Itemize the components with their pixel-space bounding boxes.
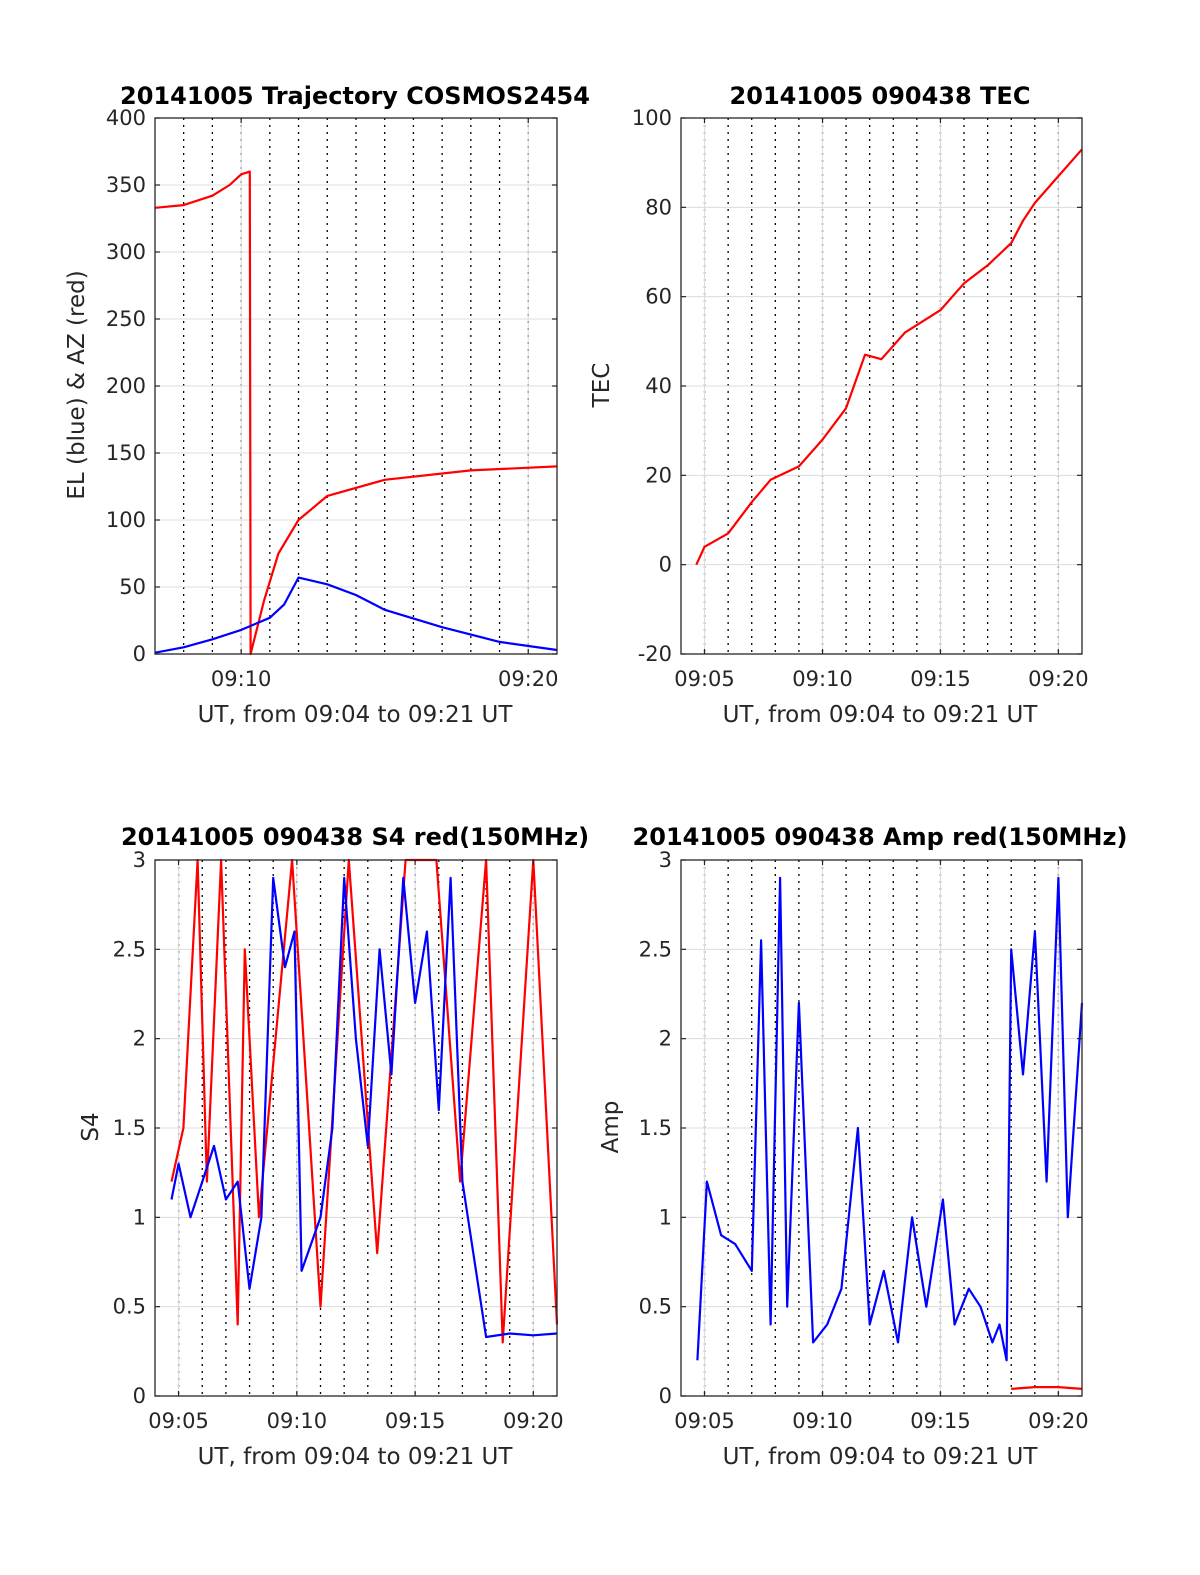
trajectory-y-tick-label: 0 [133, 642, 146, 666]
tec-y-tick-label: 40 [645, 374, 672, 398]
tec-plot-area [681, 117, 1083, 655]
tec-title: 20141005 090438 TEC [730, 82, 1031, 110]
tec-x-tick-label: 09:05 [674, 667, 735, 691]
trajectory-plot-area [154, 117, 558, 656]
trajectory-y-tick-label: 300 [106, 240, 146, 264]
tec-y-tick-label: 60 [645, 285, 672, 309]
trajectory-series-0-line [154, 170, 558, 656]
s4-x-axis-label: UT, from 09:04 to 09:21 UT [198, 1444, 514, 1470]
amp-y-tick-label: 0.5 [639, 1295, 672, 1319]
tec-y-axis-label: TEC [589, 363, 615, 409]
s4-y-tick-label: 1.5 [113, 1116, 146, 1140]
s4-series-1-line [170, 876, 558, 1339]
amp-x-tick-label: 09:15 [910, 1409, 971, 1433]
tec-y-tick-label: 100 [632, 106, 672, 130]
amp-panel: 20141005 090438 Amp red(150MHz) UT, from… [598, 823, 1127, 1470]
amp-y-tick-label: 1.5 [639, 1116, 672, 1140]
amp-y-tick-label: 1 [659, 1205, 672, 1229]
trajectory-y-tick-label: 400 [106, 106, 146, 130]
tec-series-0-line [695, 148, 1083, 566]
s4-y-tick-label: 2 [133, 1027, 146, 1051]
tec-x-tick-label: 09:10 [792, 667, 853, 691]
trajectory-x-axis-label: UT, from 09:04 to 09:21 UT [198, 702, 514, 728]
amp-x-tick-label: 09:20 [1028, 1409, 1089, 1433]
tec-x-tick-label: 09:20 [1028, 667, 1089, 691]
s4-y-tick-label: 0 [133, 1384, 146, 1408]
trajectory-series-1-line [154, 576, 558, 654]
s4-y-tick-label: 2.5 [113, 937, 146, 961]
trajectory-panel: 20141005 Trajectory COSMOS2454 UT, from … [64, 82, 590, 728]
s4-y-tick-label: 3 [133, 848, 146, 872]
trajectory-y-tick-label: 50 [119, 575, 146, 599]
s4-plot-area [155, 858, 559, 1397]
s4-y-axis-label: S4 [78, 1112, 104, 1141]
trajectory-x-tick-label: 09:10 [211, 667, 272, 691]
trajectory-y-tick-label: 150 [106, 441, 146, 465]
trajectory-y-axis-label: EL (blue) & AZ (red) [64, 270, 90, 499]
s4-y-tick-label: 0.5 [113, 1295, 146, 1319]
tec-y-tick-label: 20 [645, 463, 672, 487]
s4-y-tick-label: 1 [133, 1205, 146, 1229]
s4-series-0-line [170, 858, 559, 1344]
s4-title: 20141005 090438 S4 red(150MHz) [121, 823, 589, 851]
s4-x-tick-label: 09:10 [267, 1409, 328, 1433]
tec-y-tick-label: 0 [659, 553, 672, 577]
amp-series-1-line [1011, 1385, 1083, 1390]
amp-x-tick-label: 09:05 [674, 1409, 735, 1433]
s4-x-tick-label: 09:05 [148, 1409, 209, 1433]
amp-x-axis-label: UT, from 09:04 to 09:21 UT [723, 1444, 1039, 1470]
trajectory-y-tick-label: 350 [106, 173, 146, 197]
amp-plot-area [681, 859, 1084, 1397]
s4-x-tick-label: 09:15 [385, 1409, 446, 1433]
trajectory-x-tick-label: 09:20 [498, 667, 559, 691]
amp-y-tick-label: 2.5 [639, 937, 672, 961]
trajectory-y-tick-label: 250 [106, 307, 146, 331]
tec-y-tick-label: -20 [638, 642, 672, 666]
amp-title: 20141005 090438 Amp red(150MHz) [633, 823, 1128, 851]
tec-panel: 20141005 090438 TEC UT, from 09:04 to 09… [589, 82, 1089, 728]
s4-panel: 20141005 090438 S4 red(150MHz) UT, from … [78, 823, 589, 1470]
trajectory-y-tick-label: 100 [106, 508, 146, 532]
tec-x-tick-label: 09:15 [910, 667, 971, 691]
tec-x-axis-label: UT, from 09:04 to 09:21 UT [723, 702, 1039, 728]
amp-y-tick-label: 2 [659, 1027, 672, 1051]
amp-x-tick-label: 09:10 [792, 1409, 853, 1433]
amp-y-tick-label: 3 [659, 848, 672, 872]
amp-y-axis-label: Amp [598, 1101, 624, 1154]
amp-series-0-line [696, 876, 1084, 1362]
s4-x-tick-label: 09:20 [503, 1409, 564, 1433]
trajectory-y-tick-label: 200 [106, 374, 146, 398]
trajectory-title: 20141005 Trajectory COSMOS2454 [120, 82, 590, 110]
tec-y-tick-label: 80 [645, 195, 672, 219]
amp-y-tick-label: 0 [659, 1384, 672, 1408]
